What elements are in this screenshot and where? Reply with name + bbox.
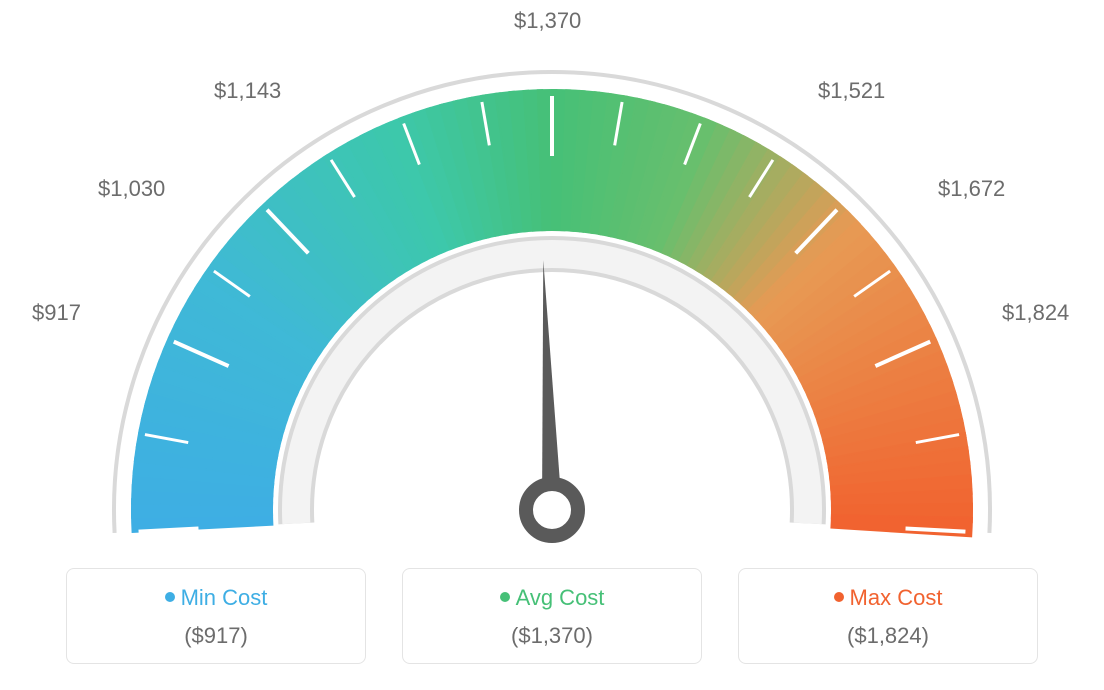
tick-label: $1,370 — [514, 8, 581, 34]
tick-label: $1,824 — [1002, 300, 1069, 326]
tick-label: $1,521 — [818, 78, 885, 104]
legend-title: Min Cost — [77, 585, 355, 611]
min-cost-card: Min Cost ($917) — [66, 568, 366, 664]
legend-value: ($1,370) — [413, 623, 691, 649]
legend-title: Max Cost — [749, 585, 1027, 611]
legend-row: Min Cost ($917) Avg Cost ($1,370) Max Cost ($… — [0, 568, 1104, 664]
max-cost-card: Max Cost ($1,824) — [738, 568, 1038, 664]
gauge-svg — [0, 0, 1104, 560]
legend-value: ($917) — [77, 623, 355, 649]
tick-label: $1,672 — [938, 176, 1005, 202]
legend-dot-icon — [500, 592, 510, 602]
tick-label: $1,030 — [98, 176, 165, 202]
legend-dot-icon — [834, 592, 844, 602]
legend-title-text: Min Cost — [181, 585, 268, 610]
legend-title-text: Avg Cost — [516, 585, 605, 610]
tick-label: $1,143 — [214, 78, 281, 104]
legend-title-text: Max Cost — [850, 585, 943, 610]
gauge-needle — [526, 260, 578, 536]
avg-cost-card: Avg Cost ($1,370) — [402, 568, 702, 664]
legend-value: ($1,824) — [749, 623, 1027, 649]
tick-label: $917 — [32, 300, 81, 326]
legend-title: Avg Cost — [413, 585, 691, 611]
legend-dot-icon — [165, 592, 175, 602]
gauge-chart: $917 $1,030 $1,143 $1,370 $1,521 $1,672 $1,824 — [0, 0, 1104, 560]
